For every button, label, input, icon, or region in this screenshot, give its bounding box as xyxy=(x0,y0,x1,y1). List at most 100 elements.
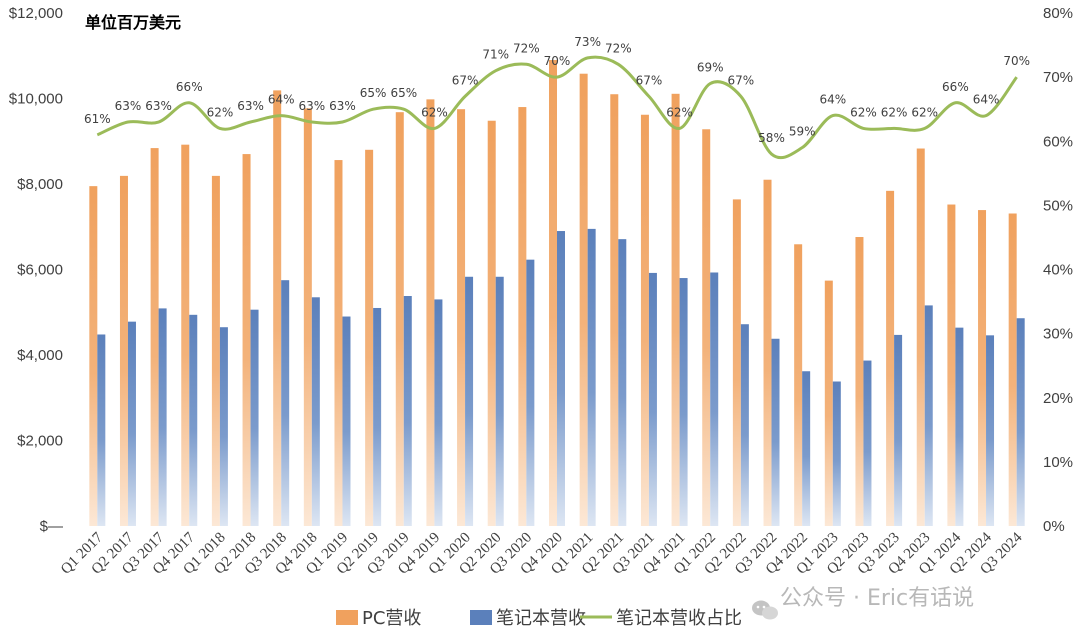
notebook-revenue-bar xyxy=(894,334,903,526)
notebook-revenue-bar xyxy=(924,305,933,526)
pc-revenue-bar xyxy=(640,114,649,527)
share-data-label: 70% xyxy=(1003,54,1030,68)
notebook-revenue-bar xyxy=(311,297,320,526)
share-data-label: 63% xyxy=(237,99,264,113)
pc-revenue-bar xyxy=(89,186,98,526)
pc-revenue-bar xyxy=(487,120,496,526)
share-data-label: 67% xyxy=(452,73,479,87)
share-data-label: 58% xyxy=(758,131,785,145)
y-tick-left: $12,000 xyxy=(9,5,63,22)
notebook-revenue-bar xyxy=(127,321,136,526)
pc-revenue-bar xyxy=(211,175,220,526)
y-tick-left: $— xyxy=(40,518,63,535)
y-axis-right: 80% 70% 60% 50% 40% 30% 20% 10% 0% xyxy=(1043,5,1073,535)
share-data-label: 62% xyxy=(911,105,938,119)
notebook-revenue-bar xyxy=(618,239,627,526)
watermark: 公众号 · Eric有话说 xyxy=(752,586,974,620)
legend-label-notebook: 笔记本营收 xyxy=(496,608,586,629)
y-tick-left: $2,000 xyxy=(17,433,63,450)
legend-swatch-pc xyxy=(336,610,358,625)
share-data-label: 59% xyxy=(789,125,816,139)
pc-revenue-bar xyxy=(457,109,466,526)
data-labels: 61%63% 63%66%62% 63% 64% 63% 63%65% 65%62%67%7… xyxy=(84,35,1030,145)
pc-revenue-bar xyxy=(824,280,833,526)
pc-revenue-bar xyxy=(181,144,190,527)
wechat-icon xyxy=(752,600,778,620)
y-tick-left: $6,000 xyxy=(17,262,63,279)
share-data-label: 72% xyxy=(605,41,632,55)
notebook-revenue-bar xyxy=(1016,318,1025,526)
y-tick-right: 80% xyxy=(1043,5,1073,22)
notebook-revenue-bar xyxy=(587,228,596,526)
notebook-revenue-bar xyxy=(986,335,995,526)
share-data-label: 64% xyxy=(268,93,295,107)
share-data-label: 63% xyxy=(115,99,142,113)
y-tick-right: 0% xyxy=(1043,518,1065,535)
notebook-revenue-bar xyxy=(802,371,811,526)
y-tick-right: 60% xyxy=(1043,133,1073,150)
share-data-label: 62% xyxy=(850,105,877,119)
share-data-label: 61% xyxy=(84,112,111,126)
notebook-revenue-bar xyxy=(97,334,106,526)
notebook-revenue-bar xyxy=(955,327,964,526)
share-data-label: 73% xyxy=(574,35,601,49)
y-tick-left: $10,000 xyxy=(9,91,63,108)
pc-revenue-bar xyxy=(732,199,741,526)
y-tick-right: 20% xyxy=(1043,390,1073,407)
notebook-revenue-bar xyxy=(281,280,290,526)
share-data-label: 63% xyxy=(329,99,356,113)
notebook-revenue-bar xyxy=(342,316,351,526)
share-data-label: 62% xyxy=(666,105,693,119)
legend: PC营收 笔记本营收 笔记本营收占比 xyxy=(336,608,742,629)
share-data-label: 64% xyxy=(973,93,1000,107)
pc-revenue-bar xyxy=(1008,213,1017,526)
unit-label: 单位百万美元 xyxy=(85,13,181,32)
pc-revenue-bar xyxy=(303,108,312,527)
legend-label-share: 笔记本营收占比 xyxy=(616,608,742,629)
share-data-label: 67% xyxy=(636,73,663,87)
notebook-revenue-bar xyxy=(557,231,565,526)
bars xyxy=(89,60,1025,527)
notebook-revenue-bar xyxy=(250,309,259,526)
share-data-label: 65% xyxy=(390,86,417,100)
y-axis-left: $12,000 $10,000 $8,000 $6,000 $4,000 $2,000 $— xyxy=(9,5,63,535)
pc-revenue-bar xyxy=(365,149,374,527)
share-data-label: 70% xyxy=(544,54,571,68)
share-data-label: 67% xyxy=(728,73,755,87)
notebook-revenue-bar xyxy=(526,259,535,526)
pc-revenue-bar xyxy=(610,94,619,526)
notebook-revenue-bar xyxy=(863,360,872,526)
share-data-label: 63% xyxy=(145,99,172,113)
notebook-revenue-bar xyxy=(740,324,749,526)
notebook-revenue-bar xyxy=(189,314,198,526)
pc-revenue-bar xyxy=(242,154,251,526)
share-data-label: 64% xyxy=(819,93,846,107)
notebook-revenue-bar xyxy=(771,338,780,526)
pc-revenue-bar xyxy=(916,148,925,526)
pc-revenue-bar xyxy=(119,175,128,526)
pc-revenue-bar xyxy=(794,244,803,526)
legend-label-pc: PC营收 xyxy=(362,608,421,629)
pc-revenue-bar xyxy=(150,148,159,526)
pc-revenue-bar xyxy=(702,129,711,526)
share-data-label: 72% xyxy=(513,41,540,55)
pc-revenue-bar xyxy=(886,190,895,526)
notebook-revenue-bar xyxy=(158,308,167,526)
notebook-revenue-bar xyxy=(832,381,841,526)
notebook-revenue-bar xyxy=(403,296,412,526)
share-line-layer xyxy=(96,55,1018,160)
notebook-revenue-bar xyxy=(219,327,228,526)
legend-swatch-notebook xyxy=(470,610,492,625)
share-data-label: 62% xyxy=(881,105,908,119)
share-data-label: 71% xyxy=(482,48,509,62)
watermark-text: 公众号 · Eric有话说 xyxy=(780,586,974,611)
notebook-share-line xyxy=(96,55,1018,160)
share-data-label: 62% xyxy=(421,105,448,119)
notebook-revenue-bar xyxy=(495,276,504,526)
y-tick-right: 40% xyxy=(1043,262,1073,279)
pc-revenue-bar xyxy=(978,210,987,526)
pc-revenue-bar xyxy=(334,160,343,526)
share-data-label: 62% xyxy=(207,105,234,119)
pc-revenue-bar xyxy=(426,99,435,526)
